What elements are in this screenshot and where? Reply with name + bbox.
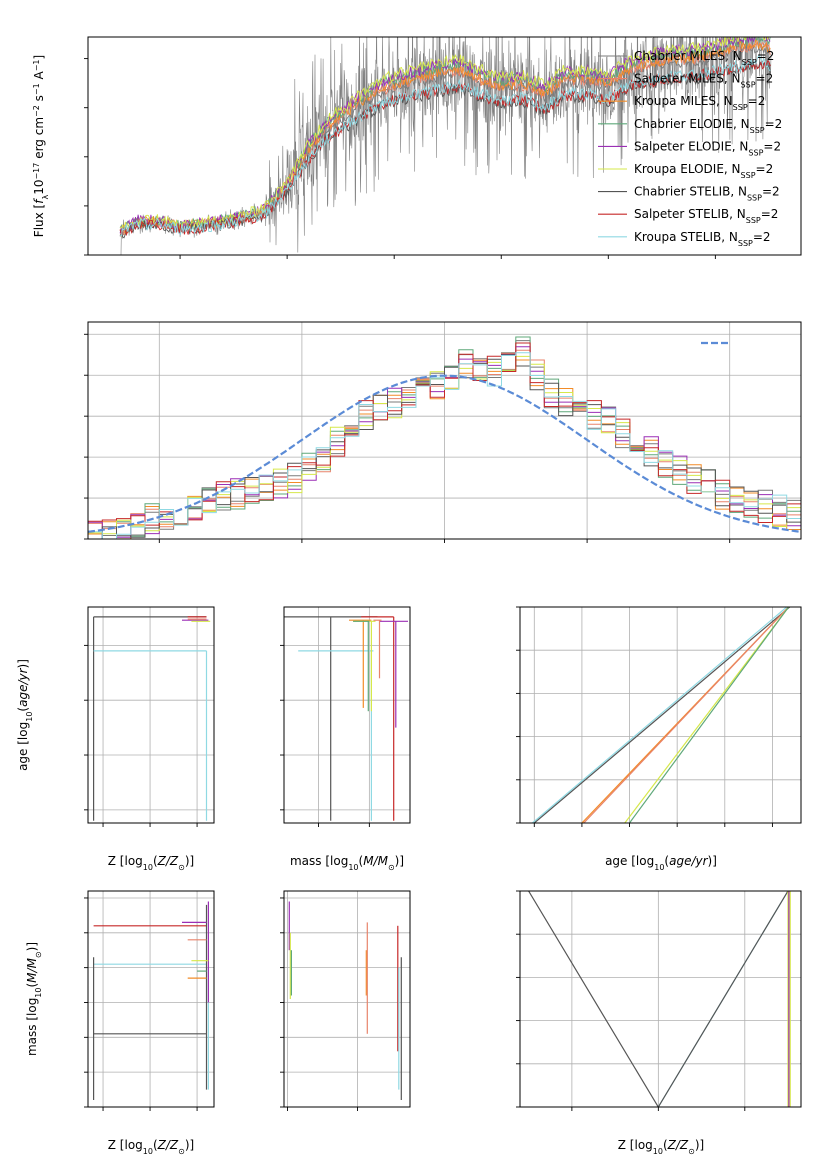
spectrum-legend-label-5: Kroupa ELODIE, NSSP=2	[634, 162, 773, 180]
spectrum-model-line-salpeter_stelib	[119, 59, 771, 237]
spectrum-ylabel: Flux [fλ10−17 erg cm−2 s−1 A−1]	[32, 55, 50, 237]
mw-vs-age-axes	[516, 606, 802, 827]
age-vs-mass-xlabel: mass [log10(M/M⊙)]	[290, 854, 404, 872]
mw-vs-z-axes	[516, 890, 802, 1111]
mass-vs-ebv-axes	[280, 890, 411, 1111]
mw-vs-z-plot-area	[528, 891, 791, 1107]
residuals-hist-kroupa_stelib	[88, 352, 801, 539]
mass-vs-z-xlabel: Z [log10(Z/Z⊙)]	[108, 1138, 194, 1156]
age-vs-z-plot-area	[92, 616, 211, 821]
spectrum-frame	[87, 36, 802, 256]
mass-vs-ebv-frame	[283, 890, 411, 1108]
spectrum-legend-label-4: Salpeter ELODIE, NSSP=2	[634, 139, 781, 157]
mw-vs-z-line-0	[528, 891, 659, 1107]
mw-vs-age-line-0	[533, 607, 790, 823]
mw-vs-z-frame	[519, 890, 802, 1108]
mw-vs-age-line-4	[624, 607, 790, 823]
mw-vs-age-xlabel: age [log10(age/yr)]	[605, 854, 717, 872]
residuals-axes	[84, 321, 802, 543]
mw-vs-age-frame	[519, 606, 802, 824]
age-vs-z-ylabel: age [log10(age/yr)]	[16, 659, 34, 771]
spectrum-legend-label-8: Kroupa STELIB, NSSP=2	[634, 230, 771, 248]
spectrum-legend-label-0: Chabrier MILES, NSSP=2	[634, 49, 774, 67]
mass-vs-z-frame	[87, 890, 215, 1108]
spectrum-axes	[84, 36, 802, 259]
spectrum-legend-label-1: Salpeter MILES, NSSP=2	[634, 72, 773, 90]
age-vs-z-axes	[84, 606, 215, 827]
age-vs-mass-plot-area	[284, 616, 408, 821]
age-vs-mass-axes	[280, 606, 411, 827]
mw-vs-age-line-3	[583, 607, 790, 823]
spectrum-model-line-kroupa_miles	[119, 38, 771, 238]
spectrum-legend-label-3: Chabrier ELODIE, NSSP=2	[634, 117, 782, 135]
mw-vs-age-line-5	[629, 607, 790, 823]
mass-vs-z-axes	[84, 890, 215, 1111]
mass-vs-z-ylabel: mass [log10(M/M⊙)]	[25, 942, 43, 1056]
spectrum-legend: Chabrier MILES, NSSP=2 Salpeter MILES, NS…	[598, 49, 782, 247]
mw-vs-z-xlabel: Z [log10(Z/Z⊙)]	[618, 1138, 704, 1156]
spectrum-legend-label-6: Chabrier STELIB, NSSP=2	[634, 185, 780, 203]
spectrum-model-line-kroupa_stelib	[119, 55, 771, 237]
mw-vs-z-line-2	[657, 891, 789, 1107]
spectrum-model-line-chabrier_elodie	[119, 37, 771, 234]
mw-vs-age-line-1	[532, 607, 788, 823]
spectrum-plot-area	[118, 37, 772, 255]
mass-vs-z-plot-area	[92, 901, 209, 1100]
age-vs-mass-frame	[283, 606, 411, 824]
age-vs-z-xlabel: Z [log10(Z/Z⊙)]	[108, 854, 194, 872]
spectrum-legend-label-7: Salpeter STELIB, NSSP=2	[634, 207, 778, 225]
residuals-normal-curve	[88, 374, 801, 533]
spectrum-legend-label-2: Kroupa MILES, NSSP=2	[634, 94, 765, 112]
residuals-plot-area	[88, 336, 801, 539]
age-vs-z-frame	[87, 606, 215, 824]
mass-vs-ebv-plot-area	[288, 901, 402, 1100]
mw-vs-age-plot-area	[532, 607, 790, 823]
